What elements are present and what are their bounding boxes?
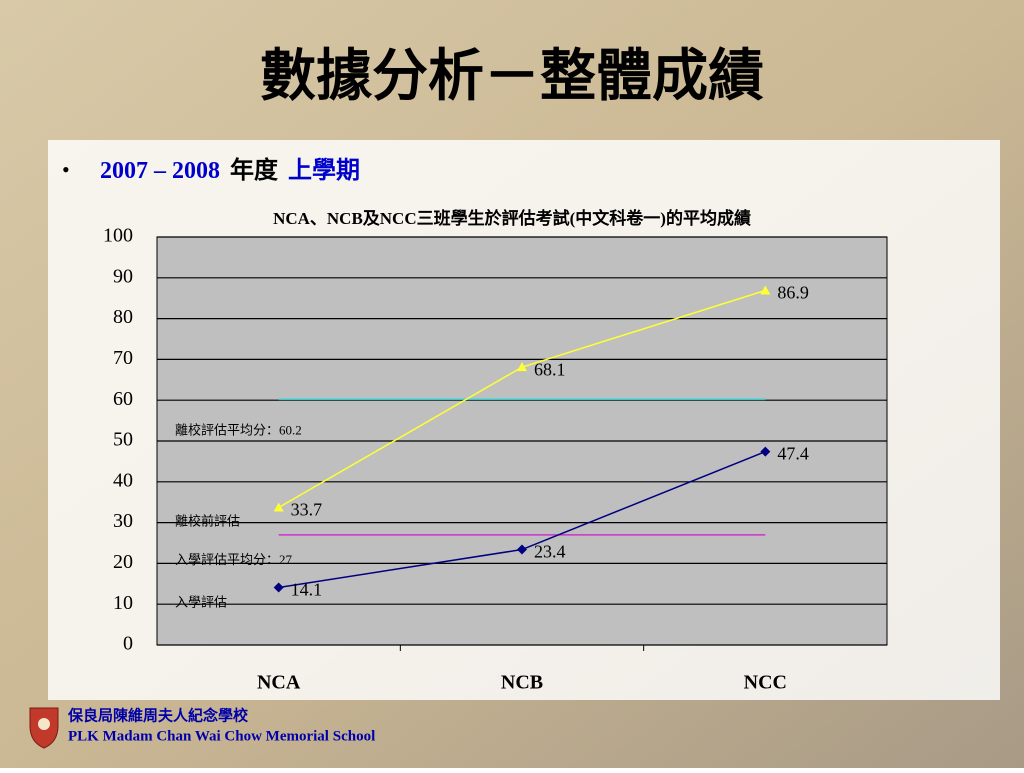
bullet-word: 年度	[230, 156, 279, 184]
y-tick-label: 80	[113, 306, 133, 328]
data-label: 23.4	[534, 542, 566, 562]
series-label: 離校前評估	[175, 513, 240, 528]
data-label: 33.7	[291, 500, 323, 520]
data-marker	[517, 362, 527, 372]
bullet-years: 2007 – 2008	[100, 158, 220, 184]
data-marker	[517, 544, 527, 555]
x-tick-label: NCC	[744, 672, 787, 694]
x-tick-label: NCB	[501, 672, 543, 694]
chart: 0 10 20 30 40 50 60 70 80 90 100 NCA NCB NCC 離校評估平均分：6…	[103, 225, 888, 694]
y-tick-label: 50	[113, 429, 133, 451]
y-tick-label: 90	[113, 265, 133, 287]
data-marker	[273, 502, 284, 512]
school-logo	[29, 707, 59, 749]
data-marker	[273, 582, 284, 593]
y-tick-label: 40	[113, 469, 133, 491]
y-tick-label: 70	[113, 347, 133, 369]
y-tick-label: 20	[113, 551, 133, 573]
data-label: 86.9	[777, 283, 809, 303]
bullet: 2007 – 2008 年度 上學期	[100, 156, 360, 184]
y-tick-label: 30	[113, 510, 133, 532]
chart-title: NCA、NCB及NCC三班學生於評估考試(中文科卷一)的平均成績	[273, 208, 751, 228]
data-label: 68.1	[534, 359, 566, 379]
data-marker	[760, 446, 771, 457]
reference-label: 離校評估平均分：60.2	[175, 422, 302, 437]
logo-emblem	[38, 718, 50, 730]
slide-title: 數據分析－整體成績	[260, 46, 764, 108]
data-label: 47.4	[777, 444, 809, 464]
bullet-term: 上學期	[288, 157, 360, 184]
reference-label: 入學評估平均分：27	[175, 552, 293, 567]
y-tick-label: 10	[113, 592, 133, 614]
data-marker	[760, 285, 771, 295]
y-tick-label: 100	[103, 225, 133, 247]
x-tick-label: NCA	[257, 672, 301, 694]
y-tick-label: 0	[123, 633, 133, 655]
bullet-dot: •	[62, 157, 70, 182]
school-name-zh: 保良局陳維周夫人紀念學校	[67, 706, 249, 724]
y-tick-label: 60	[113, 388, 133, 410]
school-name-en: PLK Madam Chan Wai Chow Memorial School	[68, 728, 375, 744]
series-label: 入學評估	[175, 594, 227, 609]
data-label: 14.1	[291, 580, 323, 600]
